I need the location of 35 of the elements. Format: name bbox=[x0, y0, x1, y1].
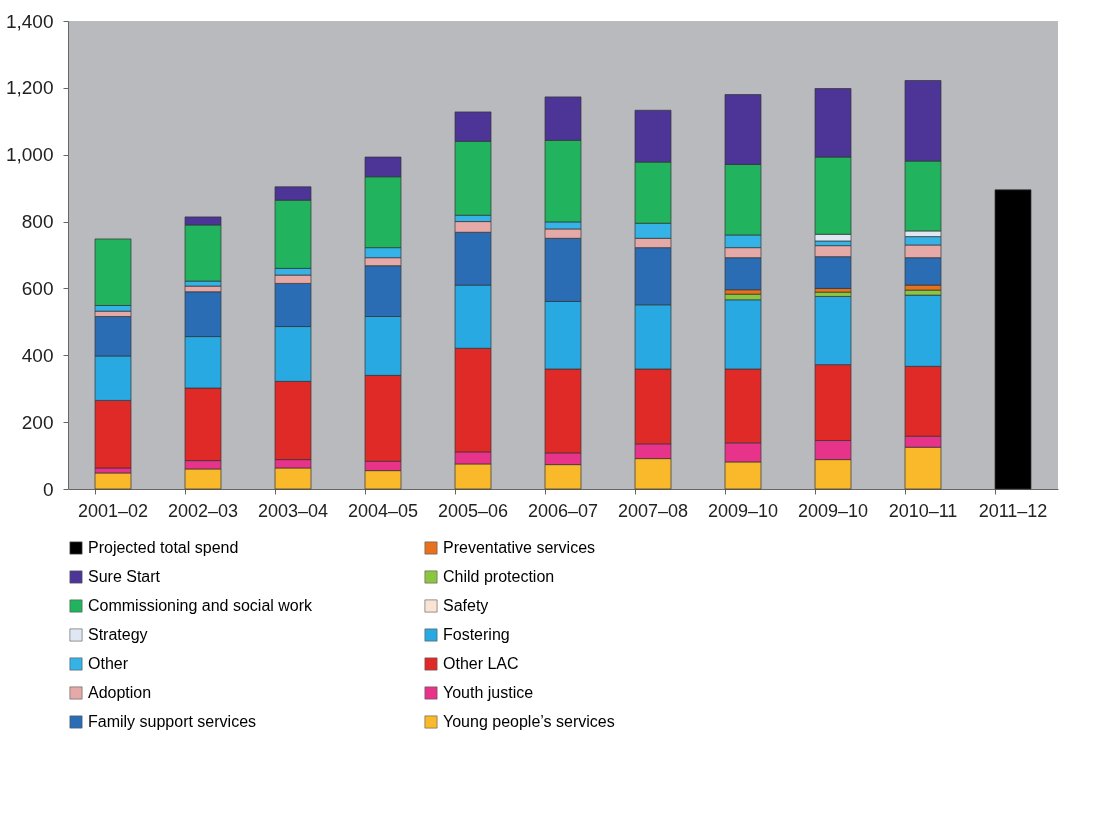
legend-label: Sure Start bbox=[88, 568, 161, 585]
bar bbox=[994, 189, 1032, 490]
legend-label: Young people’s services bbox=[443, 713, 615, 730]
x-tick-label: 2011–12 bbox=[978, 500, 1048, 521]
legend-label: Strategy bbox=[88, 626, 148, 643]
legend-label: Projected total spend bbox=[88, 539, 239, 556]
legend-label: Child protection bbox=[443, 568, 555, 585]
y-tick-label: 0 bbox=[42, 478, 54, 500]
y-tick-label: 1,400 bbox=[5, 10, 54, 32]
legend-label: Safety bbox=[443, 597, 489, 614]
legend-label: Adoption bbox=[88, 684, 152, 701]
legend-label: Commissioning and social work bbox=[88, 597, 314, 614]
legend-label: Other bbox=[88, 655, 129, 672]
x-tick-label: 2002–03 bbox=[167, 500, 239, 521]
x-tick-label: 2009–10 bbox=[707, 500, 779, 521]
y-tick-label: 600 bbox=[21, 277, 54, 299]
x-tick-label: 2007–08 bbox=[617, 500, 689, 521]
x-tick-label: 2005–06 bbox=[437, 500, 509, 521]
y-tick-label: 200 bbox=[21, 411, 54, 433]
x-tick-label: 2009–10 bbox=[797, 500, 869, 521]
legend-label: Preventative services bbox=[443, 539, 596, 556]
y-tick-label: 1,200 bbox=[5, 77, 54, 99]
y-tick-label: 400 bbox=[21, 344, 54, 366]
y-tick-label: 1,000 bbox=[5, 144, 54, 166]
y-tick-label: 800 bbox=[21, 211, 54, 233]
x-tick-label: 2004–05 bbox=[347, 500, 419, 521]
legend-label: Family support services bbox=[88, 713, 257, 730]
legend-label: Youth justice bbox=[443, 684, 534, 701]
legend-label: Fostering bbox=[443, 626, 510, 643]
x-tick-label: 2010–11 bbox=[888, 500, 958, 521]
x-tick-label: 2001–02 bbox=[77, 500, 149, 521]
x-tick-label: 2003–04 bbox=[257, 500, 329, 521]
legend-label: Other LAC bbox=[443, 655, 519, 672]
x-tick-label: 2006–07 bbox=[527, 500, 599, 521]
bar bbox=[94, 472, 132, 490]
